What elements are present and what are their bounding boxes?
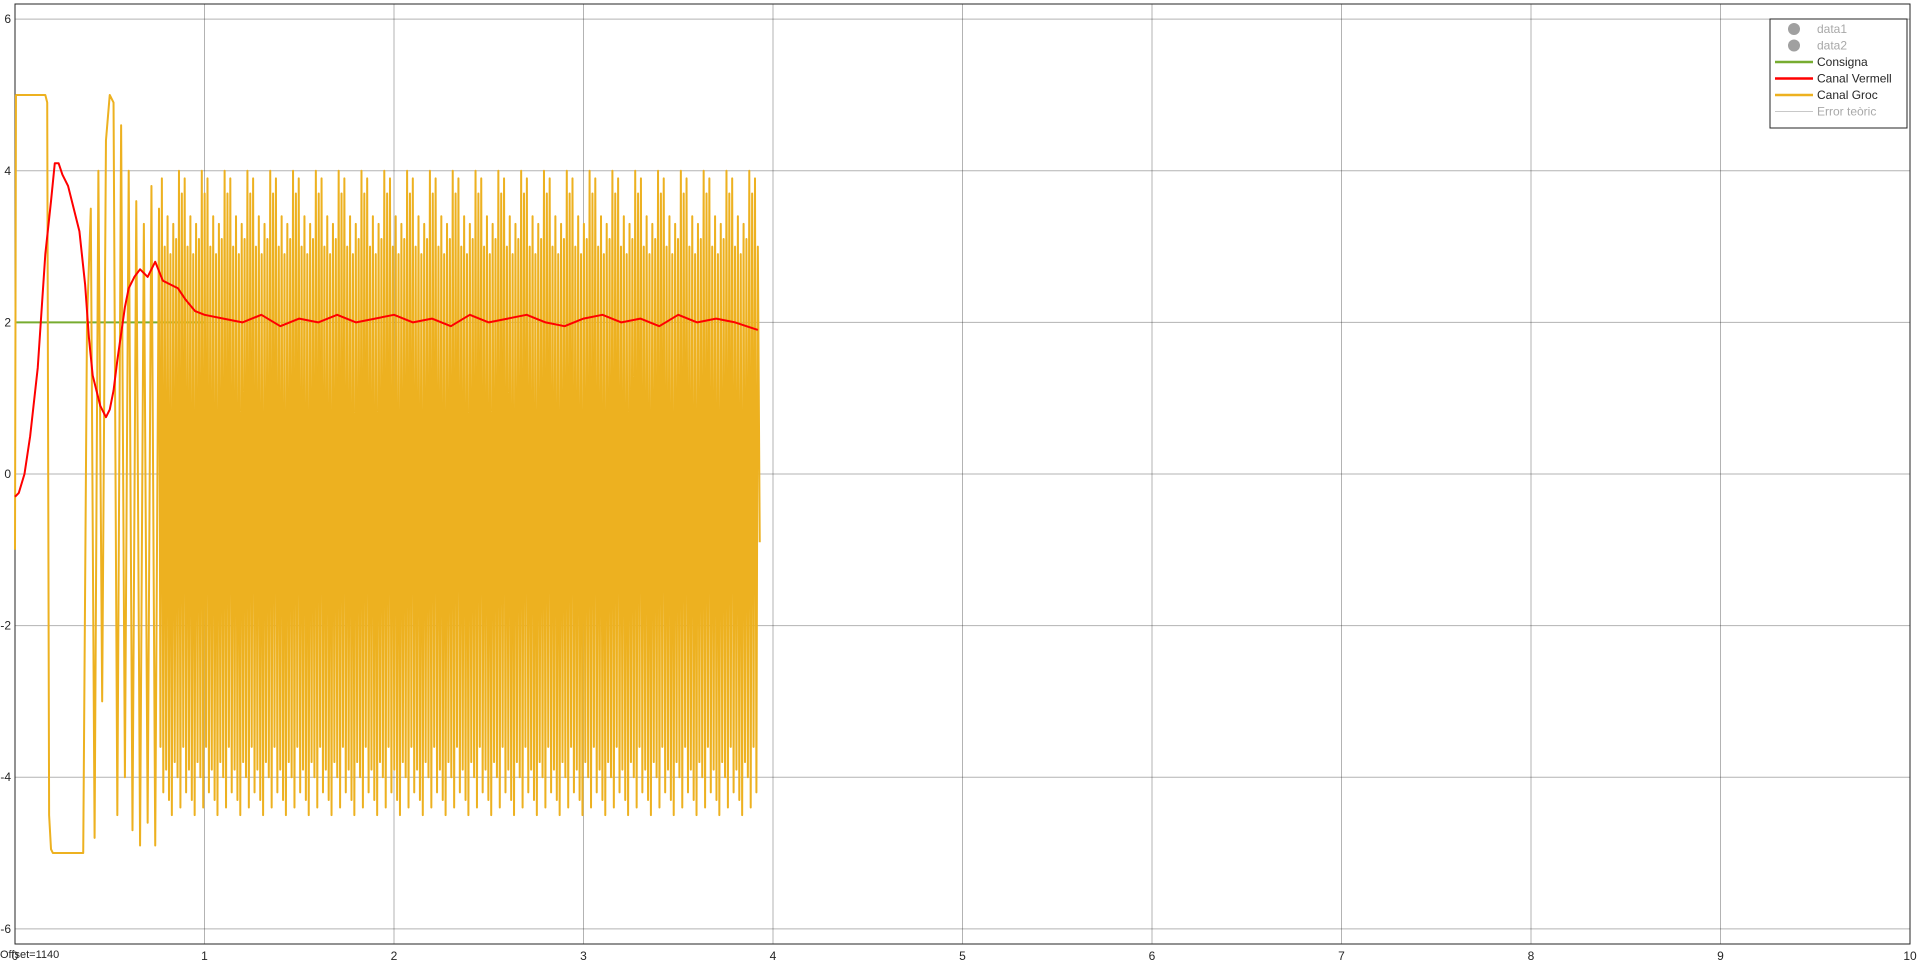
y-tick-label: -6	[0, 922, 11, 936]
y-tick-label: 4	[4, 164, 11, 178]
y-tick-label: 6	[4, 12, 11, 26]
legend-entry-label: data1	[1817, 22, 1847, 36]
legend-marker-icon	[1788, 23, 1800, 35]
series-line-canal-vermell	[14, 162, 759, 498]
y-tick-label: -2	[0, 619, 11, 633]
x-tick-label: 8	[1528, 949, 1535, 963]
legend-entry-label: Canal Groc	[1817, 88, 1878, 102]
legend-entry-label: Consigna	[1817, 55, 1868, 69]
x-tick-label: 5	[959, 949, 966, 963]
x-tick-label: 4	[770, 949, 777, 963]
x-tick-label: 0	[12, 949, 19, 963]
legend-entry-label: Canal Vermell	[1817, 72, 1892, 86]
y-tick-label: 0	[4, 467, 11, 481]
x-tick-label: 1	[201, 949, 208, 963]
y-tick-label: -4	[0, 770, 11, 784]
x-tick-label: 3	[580, 949, 587, 963]
x-tick-label: 10	[1903, 949, 1917, 963]
legend-entry-label: Error teòric	[1817, 105, 1876, 119]
series-layer	[14, 93, 761, 855]
series-line-canal-groc	[14, 93, 761, 855]
y-tick-label: 2	[4, 315, 11, 329]
x-tick-label: 6	[1149, 949, 1156, 963]
tick-labels: 0 1 2 3 4 5 6 7 8 9 10 -6 -4 -2 0 2 4 6	[0, 12, 1917, 963]
legend-box	[1769, 18, 1908, 129]
x-tick-label: 7	[1338, 949, 1345, 963]
x-tick-label: 9	[1717, 949, 1724, 963]
legend-entry-label: data2	[1817, 39, 1847, 53]
legend: data1 data2 Consigna Canal Vermell Canal Gro…	[1769, 18, 1908, 129]
legend-marker-icon	[1788, 39, 1800, 52]
x-tick-label: 2	[391, 949, 398, 963]
offset-label: Offset=1140	[0, 949, 59, 961]
